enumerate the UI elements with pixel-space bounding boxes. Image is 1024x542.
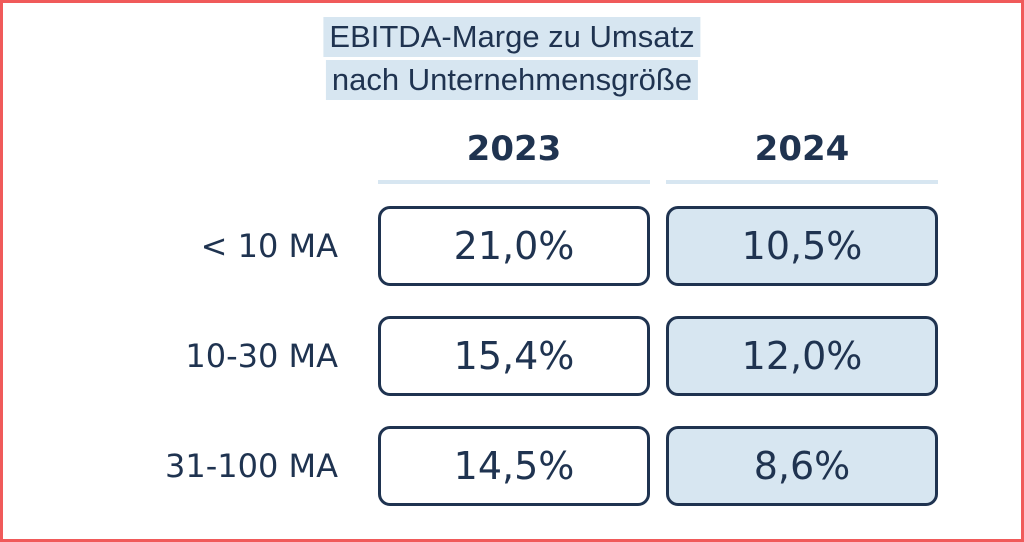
row-label-lt10: < 10 MA: [200, 227, 338, 265]
value-cell-31-100-2023: 14,5%: [378, 426, 650, 506]
value-cell-lt10-2023: 21,0%: [378, 206, 650, 286]
value-cell-lt10-2024: 10,5%: [666, 206, 938, 286]
row-label-10-30: 10-30 MA: [185, 337, 338, 375]
column-underline-2024: [666, 180, 938, 184]
value-cell-31-100-2024: 8,6%: [666, 426, 938, 506]
row-label-31-100: 31-100 MA: [164, 447, 338, 485]
column-underline-2023: [378, 180, 650, 184]
value-cell-10-30-2024: 12,0%: [666, 316, 938, 396]
chart-title-line-1: EBITDA-Marge zu Umsatz: [323, 17, 701, 57]
column-header-2023: 2023: [466, 129, 562, 169]
column-header-2024: 2024: [754, 129, 850, 169]
value-cell-10-30-2023: 15,4%: [378, 316, 650, 396]
chart-title-line-2: nach Unternehmensgröße: [325, 60, 699, 100]
